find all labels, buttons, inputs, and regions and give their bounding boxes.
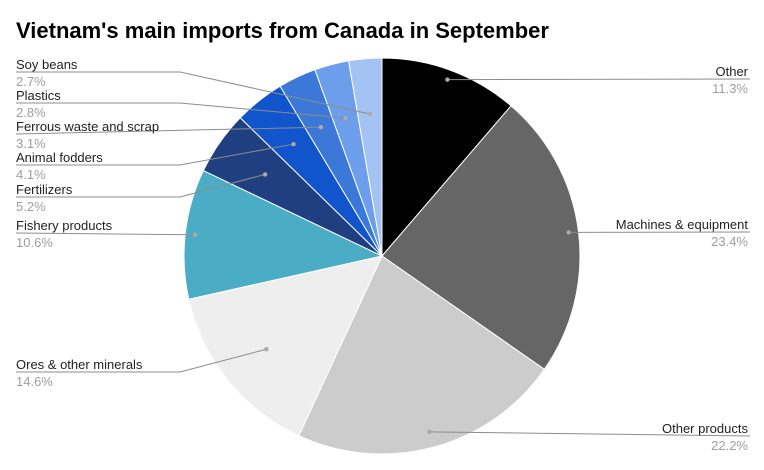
slice-label-ores-other-minerals: Ores & other minerals xyxy=(16,357,143,372)
slice-label-other: Other xyxy=(715,64,748,79)
slice-value-fishery-products: 10.6% xyxy=(16,235,53,250)
pie-slices xyxy=(183,57,581,455)
leader-dot-fertilizers xyxy=(262,172,268,177)
leader-line-other-products xyxy=(429,431,751,437)
leader-line-fertilizers xyxy=(16,173,266,198)
slice-label-plastics: Plastics xyxy=(16,88,61,103)
slice-label-soy-beans: Soy beans xyxy=(16,57,78,72)
leader-line-fishery-products xyxy=(15,232,196,236)
leader-line-ores-other-minerals xyxy=(16,348,267,373)
pie-slice-fishery-products xyxy=(183,169,384,300)
leader-dot-animal-fodders xyxy=(291,141,296,147)
slice-label-machines-equipment: Machines & equipment xyxy=(616,217,749,232)
pie-slice-machines-equipment xyxy=(381,105,581,371)
slice-value-other: 11.3% xyxy=(712,81,748,96)
leader-dot-soy-beans xyxy=(367,111,373,117)
slice-value-fertilizers: 5.2% xyxy=(16,199,46,214)
pie-slice-other-products xyxy=(298,255,546,455)
slice-label-fishery-products: Fishery products xyxy=(16,218,113,233)
slice-value-plastics: 2.8% xyxy=(16,105,46,120)
leader-line-other xyxy=(447,78,751,81)
leader-line-soy-beans xyxy=(16,71,371,115)
leader-dot-other xyxy=(445,77,450,82)
leader-dot-plastics xyxy=(343,115,348,121)
leader-dot-machines-equipment xyxy=(566,230,571,235)
leader-dot-other-products xyxy=(427,429,432,435)
pie-slice-other xyxy=(381,57,512,258)
slice-label-fertilizers: Fertilizers xyxy=(16,182,73,197)
pie-labels: Other 11.3% Machines & equipment 23.4% Other… xyxy=(15,57,751,453)
slice-label-other-products: Other products xyxy=(662,421,748,436)
leader-dot-ores-other-minerals xyxy=(264,347,269,352)
leader-line-ferrous-waste-and-scrap xyxy=(15,126,321,135)
slice-value-ferrous-waste-and-scrap: 3.1% xyxy=(16,136,46,151)
slice-label-ferrous-waste-and-scrap: Ferrous waste and scrap xyxy=(16,119,159,134)
leader-dot-fishery-products xyxy=(192,232,198,237)
leader-line-plastics xyxy=(16,102,346,119)
slice-value-other-products: 22.2% xyxy=(711,438,748,453)
slice-label-animal-fodders: Animal fodders xyxy=(16,150,103,165)
chart-title: Vietnam's main imports from Canada in Se… xyxy=(16,18,549,43)
leader-dot-ferrous-waste-and-scrap xyxy=(318,124,324,130)
slice-value-animal-fodders: 4.1% xyxy=(16,167,46,182)
slice-value-soy-beans: 2.7% xyxy=(16,74,46,89)
pie-slice-soy-beans xyxy=(347,57,383,257)
slice-value-machines-equipment: 23.4% xyxy=(711,234,748,249)
slice-value-ores-other-minerals: 14.6% xyxy=(16,374,53,389)
pie-slice-ores-other-minerals xyxy=(188,255,383,437)
leader-line-animal-fodders xyxy=(16,143,294,166)
